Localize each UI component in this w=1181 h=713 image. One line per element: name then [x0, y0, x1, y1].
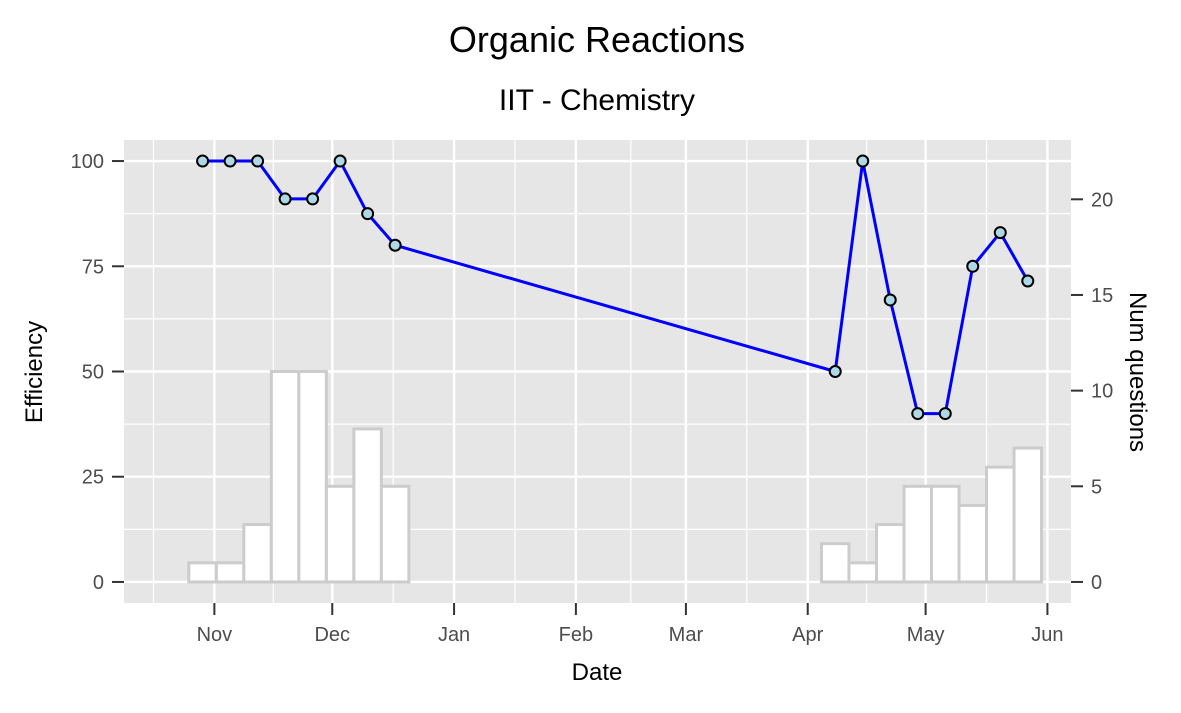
y-tick-label: 25: [82, 467, 104, 489]
chart-title: Organic Reactions: [449, 19, 745, 60]
bar: [352, 427, 383, 584]
x-tick-label: May: [907, 624, 945, 646]
data-point: [938, 407, 952, 421]
data-point: [333, 154, 347, 168]
x-tick-label: Dec: [314, 624, 350, 646]
x-tick-label: Nov: [197, 624, 233, 646]
bar: [930, 484, 961, 584]
bar: [187, 561, 218, 584]
data-point: [361, 207, 375, 221]
chart-subtitle: IIT - Chemistry: [499, 84, 695, 117]
bar: [819, 542, 851, 584]
y2-tick-label: 10: [1091, 381, 1113, 403]
bar: [242, 523, 273, 584]
bar: [379, 484, 411, 584]
data-point: [388, 238, 402, 252]
x-tick-label: Feb: [559, 624, 593, 646]
x-tick-label: Mar: [669, 624, 704, 646]
bar: [324, 484, 356, 584]
bar: [957, 503, 989, 584]
data-point: [223, 154, 237, 168]
data-point: [828, 365, 842, 378]
y2-tick-label: 5: [1091, 476, 1102, 498]
data-point: [993, 226, 1007, 240]
y2-tick-label: 20: [1091, 189, 1113, 211]
bar: [269, 370, 301, 584]
bar: [214, 561, 246, 584]
bar: [874, 523, 906, 584]
plot-area: 0 25 50 75 100 0 5 10 15 20 Nov Dec Jan Feb Mar Apr May J…: [71, 140, 1113, 646]
x-axis-label: Date: [572, 659, 623, 686]
y2-tick-label: 15: [1091, 285, 1113, 307]
data-point: [883, 293, 897, 307]
y-axis-label: Efficiency: [21, 321, 48, 423]
y-tick-label: 0: [93, 572, 104, 594]
x-tick-label: Jan: [438, 624, 470, 646]
data-point: [911, 407, 925, 421]
bar: [1012, 446, 1044, 584]
data-point: [196, 154, 210, 168]
bar: [985, 465, 1016, 584]
y-tick-label: 100: [71, 151, 104, 173]
data-point: [856, 154, 870, 168]
y2-tick-label: 0: [1091, 572, 1102, 594]
x-tick-label: Apr: [792, 624, 823, 646]
series-line: [202, 159, 1030, 416]
x-tick-label: Jun: [1031, 624, 1063, 646]
bar: [902, 484, 934, 584]
data-point: [278, 192, 292, 206]
bar: [847, 561, 878, 584]
data-point: [966, 259, 980, 273]
data-point: [306, 192, 320, 206]
y2-axis-label: Num questions: [1124, 292, 1151, 452]
y-tick-label: 75: [82, 256, 104, 278]
y-tick-label: 50: [82, 362, 104, 384]
data-point: [1021, 274, 1035, 288]
data-point: [251, 154, 265, 168]
bar: [297, 370, 328, 584]
